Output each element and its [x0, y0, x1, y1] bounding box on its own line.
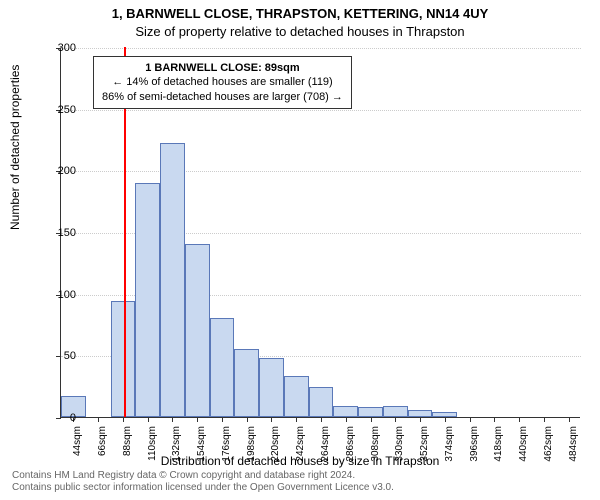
- x-tick-mark: [420, 417, 421, 422]
- x-tick-label: 44sqm: [72, 426, 83, 466]
- annotation-line3: 86% of semi-detached houses are larger (…: [102, 90, 343, 104]
- x-tick-label: 154sqm: [196, 426, 207, 466]
- grid-line: [61, 171, 581, 172]
- x-tick-mark: [494, 417, 495, 422]
- chart-title-sub: Size of property relative to detached ho…: [0, 24, 600, 39]
- x-tick-label: 462sqm: [543, 426, 554, 466]
- histogram-bar: [185, 244, 210, 417]
- x-tick-label: 66sqm: [97, 426, 108, 466]
- attribution-line2: Contains public sector information licen…: [12, 482, 394, 494]
- x-tick-mark: [247, 417, 248, 422]
- histogram-bar: [408, 410, 433, 417]
- y-tick-label: 0: [46, 412, 76, 424]
- histogram-bar: [309, 387, 334, 417]
- x-tick-label: 330sqm: [394, 426, 405, 466]
- histogram-bar: [358, 407, 383, 417]
- x-tick-label: 418sqm: [493, 426, 504, 466]
- x-tick-label: 440sqm: [518, 426, 529, 466]
- histogram-bar: [210, 318, 235, 417]
- histogram-bar: [259, 358, 284, 417]
- histogram-bar: [383, 406, 408, 417]
- histogram-bar: [135, 183, 160, 417]
- x-tick-label: 484sqm: [568, 426, 579, 466]
- x-tick-mark: [222, 417, 223, 422]
- x-tick-mark: [98, 417, 99, 422]
- x-tick-mark: [371, 417, 372, 422]
- x-tick-mark: [395, 417, 396, 422]
- histogram-bar: [284, 376, 309, 417]
- x-tick-label: 132sqm: [171, 426, 182, 466]
- x-tick-mark: [445, 417, 446, 422]
- x-tick-label: 308sqm: [370, 426, 381, 466]
- annotation-head: 1 BARNWELL CLOSE: 89sqm: [102, 61, 343, 75]
- x-tick-mark: [569, 417, 570, 422]
- y-tick-label: 150: [46, 227, 76, 239]
- x-tick-label: 286sqm: [345, 426, 356, 466]
- x-tick-label: 88sqm: [122, 426, 133, 466]
- x-tick-mark: [172, 417, 173, 422]
- annotation-box: 1 BARNWELL CLOSE: 89sqm ← 14% of detache…: [93, 56, 352, 109]
- x-tick-mark: [519, 417, 520, 422]
- x-tick-mark: [346, 417, 347, 422]
- x-tick-mark: [321, 417, 322, 422]
- x-tick-mark: [271, 417, 272, 422]
- grid-line: [61, 110, 581, 111]
- x-tick-label: 198sqm: [246, 426, 257, 466]
- y-tick-label: 250: [46, 104, 76, 116]
- histogram-bar: [234, 349, 259, 417]
- annotation-line2: ← 14% of detached houses are smaller (11…: [102, 75, 343, 89]
- x-tick-label: 396sqm: [469, 426, 480, 466]
- chart-title-main: 1, BARNWELL CLOSE, THRAPSTON, KETTERING,…: [0, 6, 600, 21]
- x-tick-label: 176sqm: [221, 426, 232, 466]
- x-tick-label: 220sqm: [270, 426, 281, 466]
- x-tick-label: 264sqm: [320, 426, 331, 466]
- histogram-bar: [333, 406, 358, 417]
- x-tick-mark: [148, 417, 149, 422]
- grid-line: [61, 48, 581, 49]
- chart-container: 1, BARNWELL CLOSE, THRAPSTON, KETTERING,…: [0, 0, 600, 500]
- y-tick-label: 200: [46, 165, 76, 177]
- x-tick-label: 352sqm: [419, 426, 430, 466]
- x-tick-label: 374sqm: [444, 426, 455, 466]
- y-tick-label: 50: [46, 350, 76, 362]
- attribution-line1: Contains HM Land Registry data © Crown c…: [12, 470, 394, 482]
- x-tick-mark: [470, 417, 471, 422]
- y-axis-label: Number of detached properties: [8, 65, 22, 230]
- x-tick-mark: [123, 417, 124, 422]
- x-tick-mark: [544, 417, 545, 422]
- x-tick-mark: [296, 417, 297, 422]
- y-tick-label: 100: [46, 289, 76, 301]
- histogram-bar: [160, 143, 185, 417]
- y-tick-label: 300: [46, 42, 76, 54]
- plot-area: 1 BARNWELL CLOSE: 89sqm ← 14% of detache…: [60, 48, 580, 418]
- histogram-bar: [111, 301, 136, 417]
- x-tick-label: 242sqm: [295, 426, 306, 466]
- attribution: Contains HM Land Registry data © Crown c…: [12, 470, 394, 494]
- x-tick-label: 110sqm: [147, 426, 158, 466]
- x-tick-mark: [197, 417, 198, 422]
